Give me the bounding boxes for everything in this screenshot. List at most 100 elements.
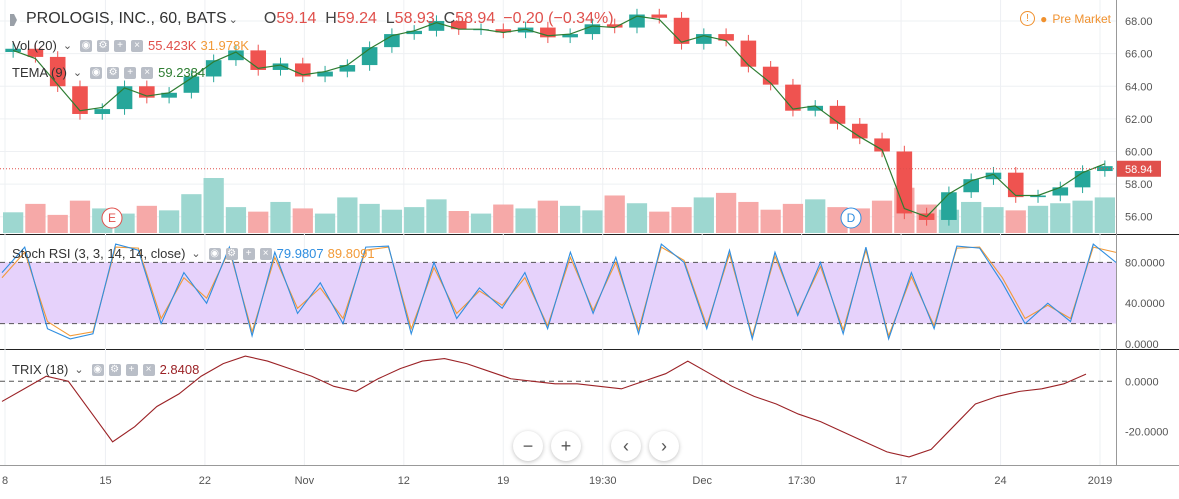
event-marker-d	[840, 207, 862, 229]
settings-gear-icon[interactable]: ⚙	[97, 39, 110, 52]
candle-body	[562, 34, 578, 38]
add-plus-icon[interactable]: +	[124, 66, 137, 79]
volume-bar	[404, 207, 425, 233]
symbol-title[interactable]: PROLOGIS, INC., 60, BATS	[26, 10, 227, 27]
volume-legend: Vol (20) ⌄ ◉ ⚙ + × 55.423K 31.978K	[12, 38, 249, 53]
stoch-k-line	[1, 243, 1117, 342]
settings-gear-icon[interactable]: ⚙	[108, 363, 121, 376]
settings-gear-icon[interactable]: ⚙	[225, 247, 238, 260]
candle-body	[139, 86, 155, 98]
trix-line	[1, 355, 1087, 458]
last-price-tag	[1117, 160, 1161, 177]
volume-bar	[448, 211, 469, 233]
chevron-down-icon[interactable]: ⌄	[62, 40, 73, 52]
candle-body	[27, 48, 44, 57]
volume-bar	[738, 201, 759, 233]
chevron-down-icon[interactable]: ⌄	[228, 13, 238, 26]
stoch-rsi-legend: Stoch RSI (3, 3, 14, 14, close) ⌄ ◉ ⚙ + …	[12, 246, 375, 261]
x-tick-label: 22	[199, 475, 211, 487]
candle-body	[5, 48, 21, 53]
pre-market-indicator[interactable]: ! ● Pre Market	[1020, 11, 1111, 26]
zoom-in-button[interactable]: +	[551, 431, 581, 461]
stoch-rsi-legend-label[interactable]: Stoch RSI (3, 3, 14, 14, close)	[12, 246, 186, 261]
high-value: 59.24	[336, 10, 377, 27]
candle-body	[696, 34, 712, 44]
x-tick-label: 24	[994, 475, 1006, 487]
x-tick-label: Dec	[692, 475, 712, 487]
visibility-eye-icon[interactable]: ◉	[80, 39, 93, 52]
remove-close-icon[interactable]: ×	[141, 66, 154, 79]
visibility-eye-icon[interactable]: ◉	[91, 363, 104, 376]
candle-body	[339, 65, 356, 72]
chevron-down-icon[interactable]: ⌄	[191, 248, 201, 260]
stoch-tick-label: 40.0000	[1125, 298, 1165, 310]
scroll-left-button[interactable]: ‹	[611, 431, 641, 461]
candle-body	[807, 105, 824, 111]
candle-body	[517, 27, 534, 33]
volume-bar	[871, 200, 893, 233]
price-tick-label: 58.00	[1125, 179, 1153, 191]
chevron-down-icon[interactable]: ⌄	[72, 67, 83, 79]
price-tick-label: 68.00	[1125, 16, 1153, 28]
stoch-d-value: 89.8091	[327, 246, 375, 261]
event-marker-label: E	[108, 211, 116, 225]
candle-body	[1052, 187, 1069, 196]
candle-body	[718, 34, 734, 41]
volume-bar	[560, 205, 581, 233]
volume-bar	[337, 197, 358, 233]
open-value: 59.14	[276, 10, 317, 27]
x-tick-label: 8	[2, 475, 8, 487]
add-plus-icon[interactable]: +	[242, 247, 255, 260]
price-tick-label: 62.00	[1125, 114, 1153, 126]
low-value: 58.93	[394, 10, 435, 27]
volume-bar	[1094, 197, 1115, 233]
trix-legend-label[interactable]: TRIX (18)	[12, 362, 69, 377]
candle-body	[228, 50, 244, 61]
candle-body	[317, 71, 333, 77]
volume-bar	[69, 200, 91, 233]
volume-bar	[961, 201, 982, 233]
symbol-flag-icon	[10, 13, 20, 26]
volume-bar	[381, 209, 403, 233]
volume-bar	[292, 208, 313, 233]
candle-body	[361, 47, 378, 66]
price-tick-label: 64.00	[1125, 81, 1153, 93]
candle-body	[584, 24, 601, 35]
volume-legend-label[interactable]: Vol (20)	[12, 38, 57, 53]
volume-bar	[359, 203, 380, 233]
x-tick-label: 15	[99, 475, 111, 487]
settings-gear-icon[interactable]: ⚙	[107, 66, 120, 79]
remove-close-icon[interactable]: ×	[142, 363, 155, 376]
candle-body	[406, 30, 422, 35]
volume-bar	[1072, 200, 1093, 233]
scroll-right-button[interactable]: ›	[649, 431, 679, 461]
trix-value: 2.8408	[159, 362, 200, 377]
pre-market-dot-icon: ●	[1040, 11, 1048, 26]
tema-legend-label[interactable]: TEMA (9)	[12, 65, 67, 80]
open-label: O	[263, 10, 277, 27]
add-plus-icon[interactable]: +	[114, 39, 127, 52]
candle-body	[428, 21, 445, 31]
remove-close-icon[interactable]: ×	[131, 39, 144, 52]
chevron-down-icon[interactable]: ⌄	[74, 364, 84, 376]
visibility-eye-icon[interactable]: ◉	[90, 66, 103, 79]
candle-body	[985, 172, 1002, 180]
volume-bar	[649, 211, 670, 233]
candle-body	[785, 84, 801, 111]
add-plus-icon[interactable]: +	[125, 363, 138, 376]
visibility-eye-icon[interactable]: ◉	[208, 247, 221, 260]
volume-bar	[537, 200, 558, 233]
volume-bar	[760, 209, 781, 233]
remove-close-icon[interactable]: ×	[259, 247, 272, 260]
x-tick-label: 17:30	[788, 475, 816, 487]
candle-body	[161, 92, 177, 98]
volume-bar	[136, 205, 157, 233]
volume-bar	[983, 207, 1004, 233]
zoom-out-button[interactable]: −	[513, 431, 543, 461]
chart-nav-controls: − + ‹ ›	[513, 431, 679, 461]
low-label: L	[385, 10, 395, 27]
x-tick-label: 19	[497, 475, 509, 487]
candle-body	[606, 24, 623, 28]
